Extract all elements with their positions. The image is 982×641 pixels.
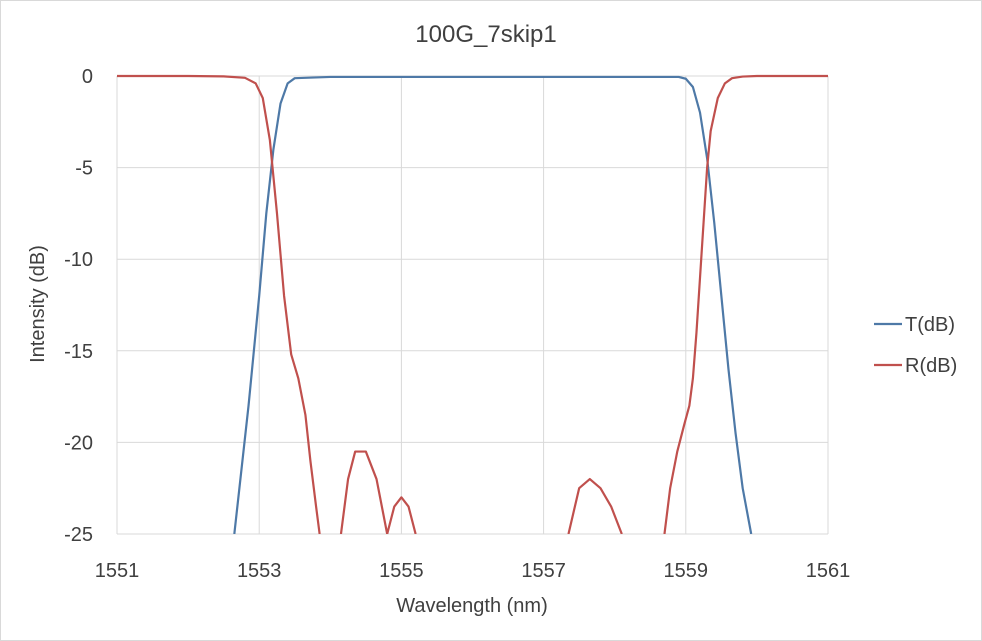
legend-label: R(dB) — [905, 355, 957, 377]
y-tick-label: -25 — [64, 524, 93, 546]
y-tick-label: -15 — [64, 341, 93, 363]
legend-label: T(dB) — [905, 314, 955, 336]
y-tick-label: 0 — [82, 66, 93, 88]
x-tick-label: 1557 — [521, 560, 566, 582]
x-tick-label: 1555 — [379, 560, 424, 582]
legend: T(dB) R(dB) — [874, 314, 957, 377]
y-tick-label: -20 — [64, 432, 93, 454]
series-line-r — [117, 74, 828, 534]
series-layer — [117, 74, 828, 534]
x-tick-label: 1551 — [95, 560, 140, 582]
x-tick-labels: 1551 1553 1555 1557 1559 1561 — [95, 560, 851, 582]
x-tick-label: 1559 — [664, 560, 709, 582]
y-tick-label: -5 — [75, 158, 93, 180]
y-tick-label: -10 — [64, 249, 93, 271]
grid-lines — [116, 75, 829, 535]
x-tick-label: 1561 — [806, 560, 851, 582]
x-axis-title: Wavelength (nm) — [396, 595, 548, 617]
y-tick-labels: 0 -5 -10 -15 -20 -25 — [64, 66, 93, 546]
x-tick-label: 1553 — [237, 560, 282, 582]
y-axis-title: Intensity (dB) — [27, 245, 49, 363]
chart-title: 100G_7skip1 — [415, 21, 556, 48]
